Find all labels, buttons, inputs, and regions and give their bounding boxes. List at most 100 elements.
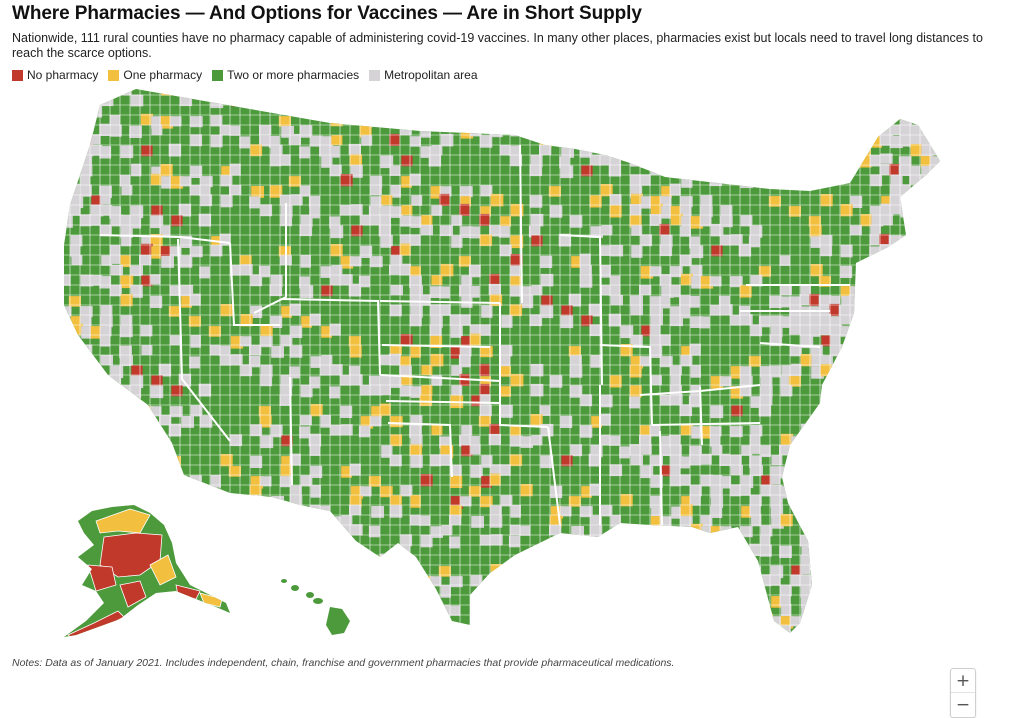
county-cell[interactable] — [370, 256, 383, 268]
county-cell[interactable] — [650, 324, 661, 335]
county-cell[interactable] — [600, 135, 611, 148]
county-cell[interactable] — [460, 496, 472, 507]
county-cell[interactable] — [911, 236, 924, 248]
county-cell[interactable] — [100, 94, 114, 107]
county-cell[interactable] — [271, 346, 284, 358]
county-cell[interactable] — [79, 405, 92, 418]
county-cell[interactable] — [149, 484, 162, 496]
county-cell[interactable] — [430, 353, 444, 367]
county-cell[interactable] — [210, 95, 224, 109]
county-cell[interactable] — [240, 514, 252, 526]
county-cell[interactable] — [558, 233, 572, 247]
county-cell[interactable] — [919, 304, 932, 316]
county-cell[interactable] — [248, 355, 260, 368]
county-cell[interactable] — [638, 174, 651, 186]
county-cell[interactable] — [280, 565, 291, 578]
county-cell[interactable] — [871, 136, 882, 148]
county-cell[interactable] — [690, 316, 703, 328]
county-cell[interactable] — [568, 346, 581, 357]
county-cell[interactable] — [760, 375, 773, 387]
county-cell[interactable] — [680, 273, 693, 286]
county-cell[interactable] — [869, 394, 882, 406]
county-cell[interactable] — [871, 266, 882, 278]
county-cell[interactable] — [500, 616, 513, 628]
county-cell[interactable] — [790, 635, 803, 645]
county-cell[interactable] — [459, 203, 470, 216]
county-cell[interactable] — [301, 316, 312, 328]
county-cell[interactable] — [158, 363, 172, 377]
county-cell[interactable] — [389, 304, 402, 317]
county-cell[interactable] — [60, 494, 72, 506]
county-cell[interactable] — [431, 375, 443, 386]
county-cell[interactable] — [249, 494, 262, 506]
county-cell[interactable] — [401, 155, 413, 167]
county-cell[interactable] — [200, 194, 213, 207]
county-cell[interactable] — [350, 566, 363, 578]
county-cell[interactable] — [410, 386, 423, 398]
county-cell[interactable] — [349, 345, 362, 358]
county-cell[interactable] — [879, 254, 893, 267]
county-cell[interactable] — [630, 595, 643, 607]
county-cell[interactable] — [821, 235, 833, 246]
county-cell[interactable] — [459, 285, 471, 297]
county-cell[interactable] — [780, 285, 792, 296]
county-cell[interactable] — [809, 314, 821, 325]
county-cell[interactable] — [448, 605, 461, 616]
county-cell[interactable] — [490, 464, 502, 477]
county-cell[interactable] — [541, 295, 553, 307]
county-cell[interactable] — [890, 204, 902, 215]
county-cell[interactable] — [860, 96, 873, 108]
county-cell[interactable] — [608, 435, 621, 446]
county-cell[interactable] — [610, 596, 623, 608]
county-cell[interactable] — [688, 395, 700, 408]
county-cell[interactable] — [501, 606, 514, 618]
county-cell[interactable] — [801, 423, 812, 437]
county-cell[interactable] — [910, 455, 921, 467]
county-cell[interactable] — [941, 326, 954, 338]
county-cell[interactable] — [920, 404, 932, 416]
county-cell[interactable] — [319, 575, 332, 588]
county-cell[interactable] — [140, 415, 151, 428]
county-cell[interactable] — [481, 625, 493, 636]
county-cell[interactable] — [821, 485, 833, 497]
county-cell[interactable] — [700, 195, 713, 207]
map-area[interactable]: + − — [0, 85, 1024, 718]
county-cell[interactable] — [780, 316, 793, 328]
county-cell[interactable] — [120, 475, 131, 487]
county-cell[interactable] — [748, 356, 761, 367]
county-cell[interactable] — [920, 184, 934, 197]
county-cell[interactable] — [659, 296, 670, 309]
county-cell[interactable] — [800, 485, 814, 499]
county-cell[interactable] — [890, 295, 903, 308]
county-cell[interactable] — [690, 265, 703, 277]
county-cell[interactable] — [880, 504, 894, 517]
county-cell[interactable] — [330, 225, 344, 239]
county-cell[interactable] — [649, 106, 660, 119]
county-cell[interactable] — [488, 283, 501, 295]
county-cell[interactable] — [260, 596, 273, 608]
county-cell[interactable] — [931, 94, 943, 107]
county-cell[interactable] — [899, 305, 912, 316]
county-cell[interactable] — [579, 425, 593, 438]
county-cell[interactable] — [760, 535, 771, 547]
county-cell[interactable] — [640, 356, 652, 367]
county-cell[interactable] — [490, 564, 503, 577]
county-cell[interactable] — [379, 585, 392, 598]
county-cell[interactable] — [400, 215, 413, 227]
county-cell[interactable] — [410, 415, 423, 427]
county-cell[interactable] — [921, 595, 933, 606]
county-cell[interactable] — [610, 245, 624, 257]
alaska-borough[interactable] — [119, 580, 147, 608]
county-cell[interactable] — [140, 113, 153, 126]
county-cell[interactable] — [719, 453, 730, 466]
county-cell[interactable] — [780, 375, 792, 388]
county-cell[interactable] — [789, 344, 802, 357]
county-cell[interactable] — [779, 296, 791, 308]
county-cell[interactable] — [899, 324, 911, 336]
county-cell[interactable] — [168, 505, 180, 518]
county-cell[interactable] — [80, 316, 92, 327]
county-cell[interactable] — [80, 155, 93, 168]
county-cell[interactable] — [588, 615, 601, 626]
county-cell[interactable] — [91, 415, 103, 426]
county-cell[interactable] — [929, 174, 942, 186]
